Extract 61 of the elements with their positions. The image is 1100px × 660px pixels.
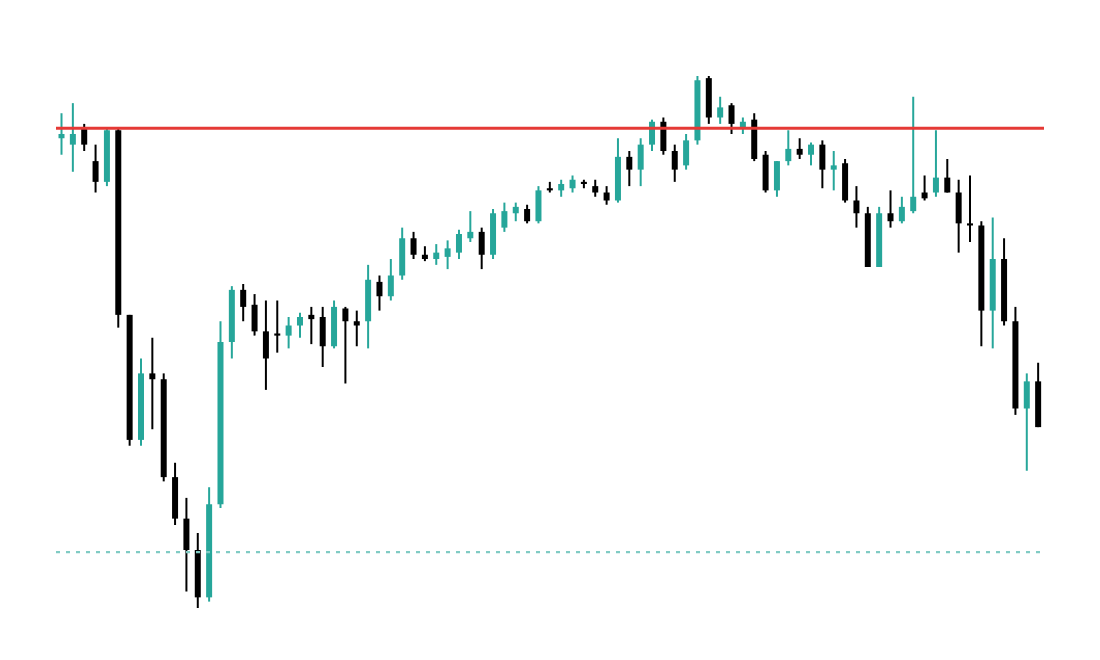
candlestick <box>887 189 894 229</box>
candlestick <box>512 201 519 223</box>
candlestick <box>353 309 360 348</box>
candlestick <box>796 137 803 160</box>
candlestick <box>944 157 951 194</box>
candlestick <box>342 305 349 385</box>
candlestick <box>1035 361 1042 429</box>
candlestick <box>149 336 156 431</box>
candlestick <box>728 102 735 135</box>
candlestick <box>58 112 65 156</box>
candlestick <box>1023 372 1030 472</box>
candlestick <box>308 305 315 346</box>
candlestick <box>853 185 860 229</box>
candlestick <box>637 137 644 188</box>
candlestick <box>932 129 939 198</box>
candlestick <box>399 226 406 281</box>
candlestick <box>762 150 769 194</box>
candlestick <box>444 239 451 271</box>
candlestick <box>455 228 462 261</box>
candlestick <box>376 274 383 312</box>
candlestick <box>433 243 440 266</box>
candlestick <box>274 299 281 354</box>
candlestick <box>92 143 99 194</box>
candlestick <box>910 95 917 215</box>
candlestick <box>819 139 826 190</box>
candlestick <box>262 299 269 391</box>
candlestick <box>240 283 247 323</box>
candlestick <box>410 230 417 261</box>
candlestick <box>830 150 837 192</box>
candlestick <box>614 137 621 204</box>
candlestick <box>524 203 531 225</box>
candlestick <box>967 174 973 243</box>
candlestick <box>194 531 201 608</box>
candlestick <box>535 185 542 225</box>
candlestick <box>751 112 758 163</box>
candlestick <box>172 461 179 527</box>
candlestick <box>501 201 508 233</box>
candlestick <box>955 178 962 254</box>
candlestick <box>285 316 292 350</box>
candlestick <box>705 76 712 125</box>
candlestick <box>81 122 88 153</box>
candlestick <box>387 258 394 302</box>
candlestick <box>467 210 474 243</box>
candlestick <box>785 129 792 167</box>
candlestick <box>842 157 849 204</box>
candlestick <box>69 102 76 173</box>
candlestick <box>490 208 497 261</box>
candlestick <box>319 305 326 368</box>
candlestick <box>183 496 190 593</box>
candlestick <box>331 299 338 350</box>
candlestick <box>626 150 633 188</box>
candlestick <box>251 293 258 337</box>
candlestick <box>671 143 678 183</box>
candlestick <box>365 263 372 350</box>
candlestick <box>683 132 690 171</box>
candlestick <box>773 160 780 198</box>
candlestick <box>717 95 724 125</box>
candlestick <box>296 311 303 339</box>
candlestick <box>898 195 905 225</box>
candlestick <box>808 141 815 167</box>
candlestick <box>478 226 485 271</box>
